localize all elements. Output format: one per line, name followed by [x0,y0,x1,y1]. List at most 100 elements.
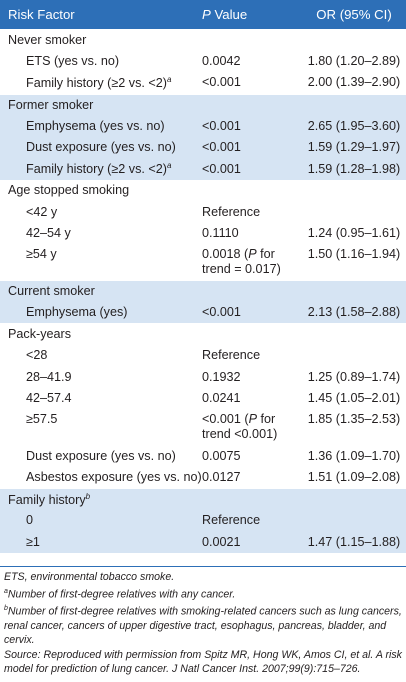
row-or: 1.25 (0.89–1.74) [307,369,401,384]
group-title-cell: Family historyb [0,487,406,510]
row-or: 1.51 (1.09–2.08) [307,469,401,484]
row-p-value: 0.1932 [202,369,241,384]
footnote-marker: a [4,587,8,595]
table-row: Family history (≥2 vs. <2)a <0.001 1.59 … [0,158,406,180]
row-p-value: Reference [202,204,261,219]
footnote-text: Number of first-degree relatives with an… [7,588,236,601]
footnote-marker: a [166,74,172,84]
table-row: Dust exposure (yes vs. no) <0.001 1.59 (… [0,136,406,158]
row-label: Asbestos exposure (yes vs. no) [26,469,202,484]
row-label: <28 [26,348,48,363]
row-p-value: 0.0042 [202,54,241,69]
table-row: Emphysema (yes vs. no) <0.001 2.65 (1.95… [0,115,406,137]
header-p-suffix: Value [210,7,248,22]
row-label-cell: Family history (≥2 vs. <2)a [0,158,194,180]
row-label: 28–41.9 [26,369,72,384]
p-text-b: for [256,246,275,261]
row-or [302,510,406,532]
row-label: 0 [26,513,34,528]
row-p-value: 0.0241 [202,391,241,406]
footnote-marker: b [85,491,91,501]
row-label: Dust exposure (yes vs. no) [26,448,176,463]
header-p-prefix: P [202,7,211,22]
row-p-value: <0.001 [202,161,241,176]
row-p-value: <0.001 [202,118,241,133]
group-title: Age stopped smoking [8,183,130,198]
table-header-row: Risk Factor P Value OR (95% CI) [0,0,406,29]
footnote-marker: b [4,604,8,612]
row-p-value: 0.0127 [202,469,241,484]
footnote-marker: a [166,161,172,171]
row-or: 1.47 (1.15–1.88) [307,534,401,549]
row-or: 1.36 (1.09–1.70) [307,448,401,463]
row-p-value: <0.001 [202,75,241,90]
row-label: Family history (≥2 vs. <2) [26,75,167,90]
row-label: ≥1 [26,534,40,549]
footnote-text: Number of first-degree relatives with sm… [4,605,402,647]
row-label: Family history (≥2 vs. <2) [26,162,167,177]
table-row: <28 Reference [0,345,406,367]
p-italic: P [248,246,257,261]
table-row: ≥57.5 <0.001 (P for trend <0.001) 1.85 (1… [0,409,406,445]
row-label: ≥57.5 [26,412,58,426]
row-p-value: Reference [202,513,261,528]
row-p-value: 0.0075 [202,448,241,463]
row-label: Emphysema (yes vs. no) [26,118,165,133]
table-row: Family history (≥2 vs. <2)a <0.001 2.00 … [0,72,406,94]
risk-factor-table: Risk Factor P Value OR (95% CI) Never sm… [0,0,406,553]
row-label: ≥54 y [26,247,57,261]
group-row-pack-years: Pack-years [0,323,406,345]
p-text: 0.0018 ( [202,246,249,261]
table-row: 42–54 y 0.1110 1.24 (0.95–1.61) [0,223,406,245]
group-row-family-history: Family historyb [0,487,406,510]
row-or: 2.65 (1.95–3.60) [307,118,401,133]
group-title: Pack-years [8,326,71,341]
table-row: ≥54 y 0.0018 (P for trend = 0.017) 1.50 (… [0,244,406,280]
table-row: ≥1 0.0021 1.47 (1.15–1.88) [0,531,406,553]
footnote-ets: ETS, environmental tobacco smoke. [4,571,175,583]
p-text-b: for [256,412,276,426]
row-or: 1.50 (1.16–1.94) [307,247,401,261]
row-or: 2.13 (1.58–2.88) [307,305,401,320]
row-p-value: 0.0018 (P for trend = 0.017) [194,244,302,280]
row-p-value: <0.001 [202,305,241,320]
table-row: Dust exposure (yes vs. no) 0.0075 1.36 (… [0,445,406,467]
row-label: Dust exposure (yes vs. no) [26,140,176,155]
p-text-2: trend = 0.017) [202,261,281,276]
group-row-age-stopped: Age stopped smoking [0,180,406,202]
p-italic: P [248,412,257,426]
table-row: 28–41.9 0.1932 1.25 (0.89–1.74) [0,366,406,388]
group-row-never-smoker: Never smoker [0,29,406,51]
p-text-2: trend <0.001) [202,427,278,441]
group-title: Former smoker [0,92,406,115]
row-p-value: <0.001 (P for trend <0.001) [194,409,302,445]
table-row: 0 Reference [0,509,406,532]
table-row: Asbestos exposure (yes vs. no) 0.0127 1.… [0,467,406,489]
group-row-former-smoker: Former smoker [0,92,406,115]
group-title: Current smoker [0,279,406,302]
footnote-a: aNumber of first-degree relatives with a… [4,585,406,602]
row-p-value: <0.001 [202,140,241,155]
row-or: 1.45 (1.05–2.01) [307,391,401,406]
group-title: Family history [8,492,86,507]
table-row: 42–57.4 0.0241 1.45 (1.05–2.01) [0,388,406,410]
footnote-b: bNumber of first-degree relatives with s… [4,602,406,648]
header-p-value: P Value [194,0,302,29]
row-p-value: 0.0021 [202,534,241,549]
header-or: OR (95% CI) [316,7,392,22]
table-row: ETS (yes vs. no) 0.0042 1.80 (1.20–2.89) [0,51,406,73]
row-label: 42–57.4 [26,391,72,406]
row-or: 1.59 (1.28–1.98) [307,161,401,176]
row-label: 42–54 y [26,226,71,241]
row-or: 2.00 (1.39–2.90) [307,75,401,90]
row-or [302,201,406,223]
group-title: Never smoker [8,32,87,47]
row-label: ETS (yes vs. no) [26,54,120,69]
p-text: <0.001 ( [202,412,249,426]
row-or [302,345,406,367]
table-row: <42 y Reference [0,201,406,223]
row-or: 1.80 (1.20–2.89) [307,54,401,69]
row-label: Emphysema (yes) [26,305,128,320]
header-risk-factor: Risk Factor [8,7,75,22]
